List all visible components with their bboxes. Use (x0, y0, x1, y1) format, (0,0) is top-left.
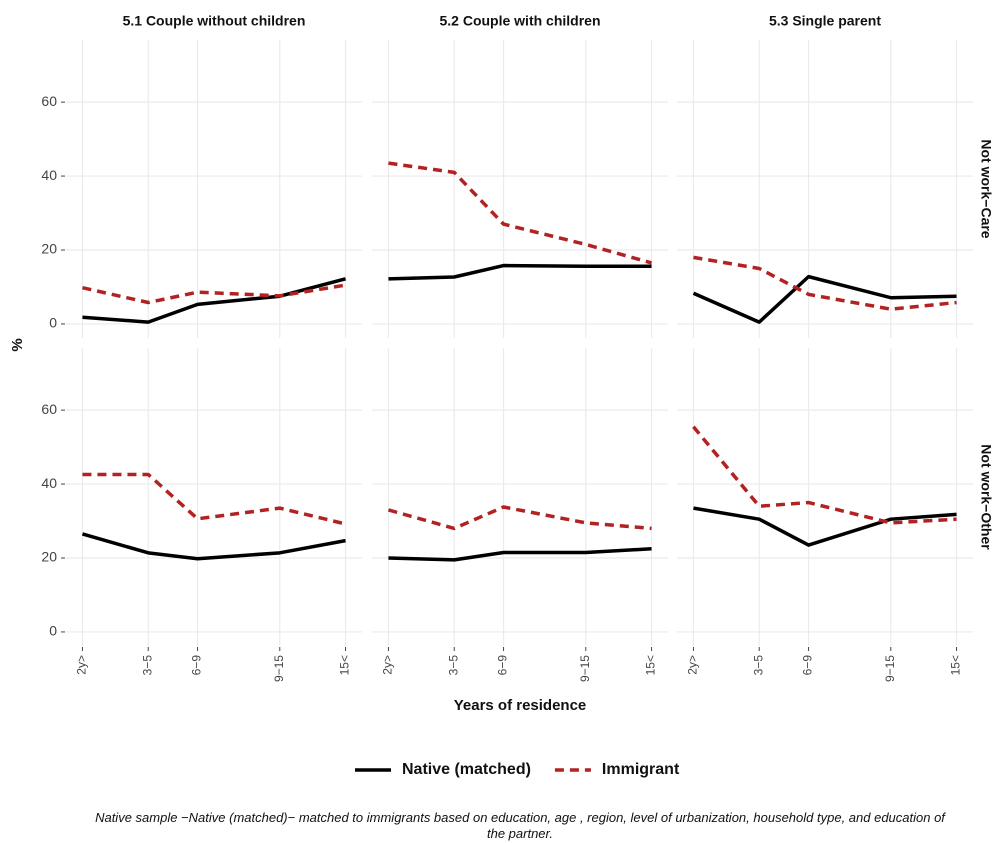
y-tick-label: 20 (41, 549, 57, 565)
caption: Native sample −Native (matched)− matched… (95, 810, 945, 841)
y-tick-label: 0 (49, 315, 57, 331)
y-tick-label: 20 (41, 241, 57, 257)
series-line (388, 263, 652, 281)
x-tick-label: 3−5 (751, 655, 765, 676)
panel-background (677, 40, 973, 338)
x-tick-label: 3−5 (140, 655, 154, 676)
x-axis-title: Years of residence (454, 697, 587, 714)
y-tick-label: 60 (41, 401, 57, 417)
x-tick-label: 6−9 (190, 655, 204, 676)
x-tick-label: 2y> (381, 655, 395, 675)
x-tick-label: 6−9 (801, 655, 815, 676)
series-line (81, 532, 346, 561)
x-tick-label: 9−15 (883, 655, 897, 682)
facet-row-label: Not work−Other (978, 444, 994, 550)
legend-label: Immigrant (602, 761, 680, 778)
x-tick-label: 2y> (686, 655, 700, 675)
panel-background (372, 40, 668, 338)
series-line (388, 161, 653, 265)
y-tick-label: 60 (41, 93, 57, 109)
chart: Years of residence % 5.1 Couple without … (9, 13, 994, 779)
facet-column-label: 5.3 Single parent (769, 13, 881, 29)
y-tick-label: 0 (49, 623, 57, 639)
x-tick-label: 2y> (75, 655, 89, 675)
panel-background (677, 348, 973, 646)
x-tick-label: 3−5 (446, 655, 460, 676)
series-line (82, 277, 347, 324)
x-tick-label: 6−9 (496, 655, 510, 676)
facet-column-label: 5.2 Couple with children (439, 13, 600, 29)
y-tick-label: 40 (41, 475, 57, 491)
panel-background (66, 348, 362, 646)
x-tick-label: 15< (949, 655, 963, 675)
x-tick-label: 9−15 (272, 655, 286, 682)
facet-column-label: 5.1 Couple without children (123, 13, 306, 29)
series-line (692, 274, 957, 324)
series-line (387, 505, 652, 531)
series-line (692, 425, 957, 525)
panel-background (66, 40, 362, 338)
y-axis-title: % (9, 338, 26, 351)
y-tick-label: 40 (41, 167, 57, 183)
series-line (388, 547, 652, 562)
x-tick-label: 15< (338, 655, 352, 675)
series-line (693, 506, 957, 547)
series-line (693, 255, 957, 311)
panel-background (372, 348, 668, 646)
x-tick-label: 9−15 (578, 655, 592, 682)
x-tick-label: 15< (644, 655, 658, 675)
legend-label: Native (matched) (402, 761, 531, 778)
facet-row-label: Not work−Care (978, 139, 994, 238)
